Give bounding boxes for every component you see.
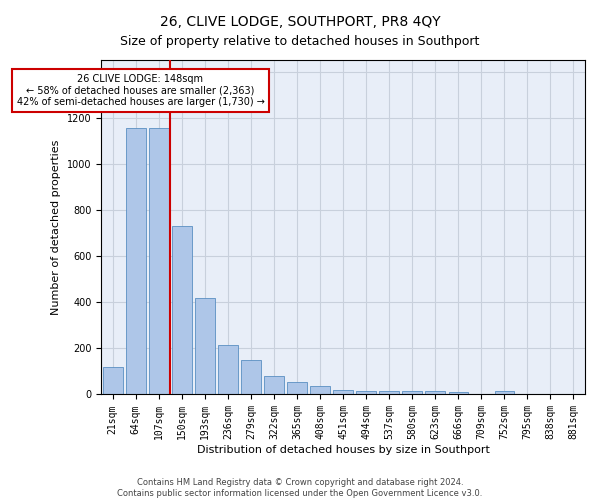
Bar [449, 392, 468, 394]
Bar [264, 376, 284, 394]
Bar [172, 226, 192, 394]
Text: 26, CLIVE LODGE, SOUTHPORT, PR8 4QY: 26, CLIVE LODGE, SOUTHPORT, PR8 4QY [160, 15, 440, 29]
X-axis label: Distribution of detached houses by size in Southport: Distribution of detached houses by size … [197, 445, 490, 455]
Text: 26 CLIVE LODGE: 148sqm
← 58% of detached houses are smaller (2,363)
42% of semi-: 26 CLIVE LODGE: 148sqm ← 58% of detached… [17, 74, 265, 107]
Bar [403, 392, 422, 394]
Bar [218, 345, 238, 395]
Bar [241, 360, 261, 394]
Text: Size of property relative to detached houses in Southport: Size of property relative to detached ho… [121, 35, 479, 48]
Bar [379, 391, 399, 394]
Text: Contains HM Land Registry data © Crown copyright and database right 2024.
Contai: Contains HM Land Registry data © Crown c… [118, 478, 482, 498]
Bar [149, 128, 169, 394]
Y-axis label: Number of detached properties: Number of detached properties [52, 140, 61, 315]
Bar [425, 392, 445, 394]
Bar [494, 392, 514, 394]
Bar [126, 128, 146, 394]
Bar [287, 382, 307, 394]
Bar [103, 367, 122, 394]
Bar [195, 298, 215, 394]
Bar [310, 386, 330, 394]
Bar [334, 390, 353, 394]
Bar [356, 391, 376, 394]
